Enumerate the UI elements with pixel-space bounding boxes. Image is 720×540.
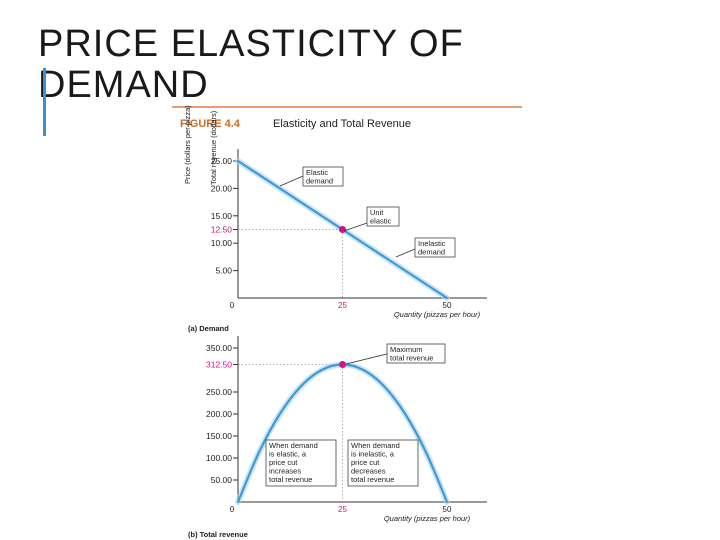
demand-annotation-leader [395, 248, 416, 258]
revenue-y-tick-label: 200.00 [206, 409, 232, 419]
demand-annotation-text: demand [418, 248, 445, 257]
demand-y-tick-label: 15.00 [211, 211, 233, 221]
demand-y-axis-label: Price (dollars per pizza) [183, 105, 192, 184]
demand-x-tick-label: 50 [443, 301, 452, 310]
revenue-annotation-box [386, 343, 446, 364]
demand-annotation-text: elastic [370, 217, 392, 226]
revenue-x-tick-label: 50 [443, 505, 452, 514]
revenue-annotation-text: decreases [351, 467, 386, 476]
demand-y-tick-label: 10.00 [211, 238, 233, 248]
revenue-annotation-text: When demand [351, 441, 400, 450]
revenue-y-tick-label: 350.00 [206, 343, 232, 353]
revenue-annotation-text: is inelastic, a [351, 450, 395, 459]
demand-y-tick-label: 12.50 [211, 225, 233, 235]
revenue-annotation-text: Maximum [390, 345, 423, 354]
revenue-annotation-text: price cut [351, 458, 380, 467]
revenue-annotation-text: total revenue [269, 475, 312, 484]
demand-x-axis-label: Quantity (pizzas per hour) [394, 310, 481, 319]
revenue-x-axis-label: Quantity (pizzas per hour) [384, 514, 471, 523]
demand-annotation-text: demand [306, 177, 333, 186]
demand-marker-point [339, 226, 346, 233]
revenue-annotation-text: is elastic, a [269, 450, 307, 459]
slide-title-line-1: PRICE ELASTICITY OF [38, 23, 464, 65]
demand-panel-label: (a) Demand [188, 324, 229, 333]
revenue-annotation-text: price cut [269, 458, 298, 467]
revenue-x-tick-label: 0 [230, 505, 235, 514]
revenue-marker-point [339, 361, 346, 368]
demand-y-tick-label: 5.00 [215, 266, 232, 276]
demand-panel: Price (dollars per pizza) Quantity (pizz… [183, 105, 487, 333]
demand-annotation-leader [343, 222, 368, 232]
slide-title-line-2: DEMAND [38, 64, 209, 106]
revenue-annotation-leader [345, 353, 388, 365]
demand-annotation-text: Unit [370, 208, 384, 217]
revenue-annotation-text: total revenue [390, 354, 433, 363]
revenue-annotation-box [347, 439, 419, 487]
demand-y-tick-label: 20.00 [211, 183, 233, 193]
revenue-panel-label: (b) Total revenue [188, 530, 248, 539]
revenue-y-tick-label: 150.00 [206, 431, 232, 441]
demand-y-tick-label: 25.00 [211, 156, 233, 166]
figure-title: Elasticity and Total Revenue [273, 118, 411, 130]
total-revenue-panel: Total revenue (dollars) Quantity (pizzas… [188, 110, 487, 539]
revenue-y-tick-label: 250.00 [206, 387, 232, 397]
title-accent-bar [43, 68, 46, 136]
demand-annotation-box [366, 206, 400, 227]
revenue-y-axis-label: Total revenue (dollars) [209, 110, 218, 185]
demand-annotation-box [414, 237, 456, 258]
demand-annotation-box [302, 166, 344, 187]
revenue-annotation-text: When demand [269, 441, 318, 450]
revenue-y-tick-label: 312.50 [206, 360, 232, 370]
revenue-annotation-box [265, 439, 337, 487]
demand-annotation-leader [279, 175, 304, 187]
revenue-y-tick-label: 50.00 [211, 475, 233, 485]
revenue-x-tick-label: 25 [338, 505, 347, 514]
revenue-annotation-text: total revenue [351, 475, 394, 484]
demand-annotation-text: Elastic [306, 168, 328, 177]
demand-x-tick-label: 0 [230, 301, 235, 310]
figure-number: FIGURE 4.4 [180, 118, 241, 130]
revenue-y-tick-label: 100.00 [206, 453, 232, 463]
revenue-annotation-text: increases [269, 467, 301, 476]
slide-title: PRICE ELASTICITY OF DEMAND [38, 24, 464, 106]
demand-annotation-text: Inelastic [418, 239, 446, 248]
demand-x-tick-label: 25 [338, 301, 347, 310]
